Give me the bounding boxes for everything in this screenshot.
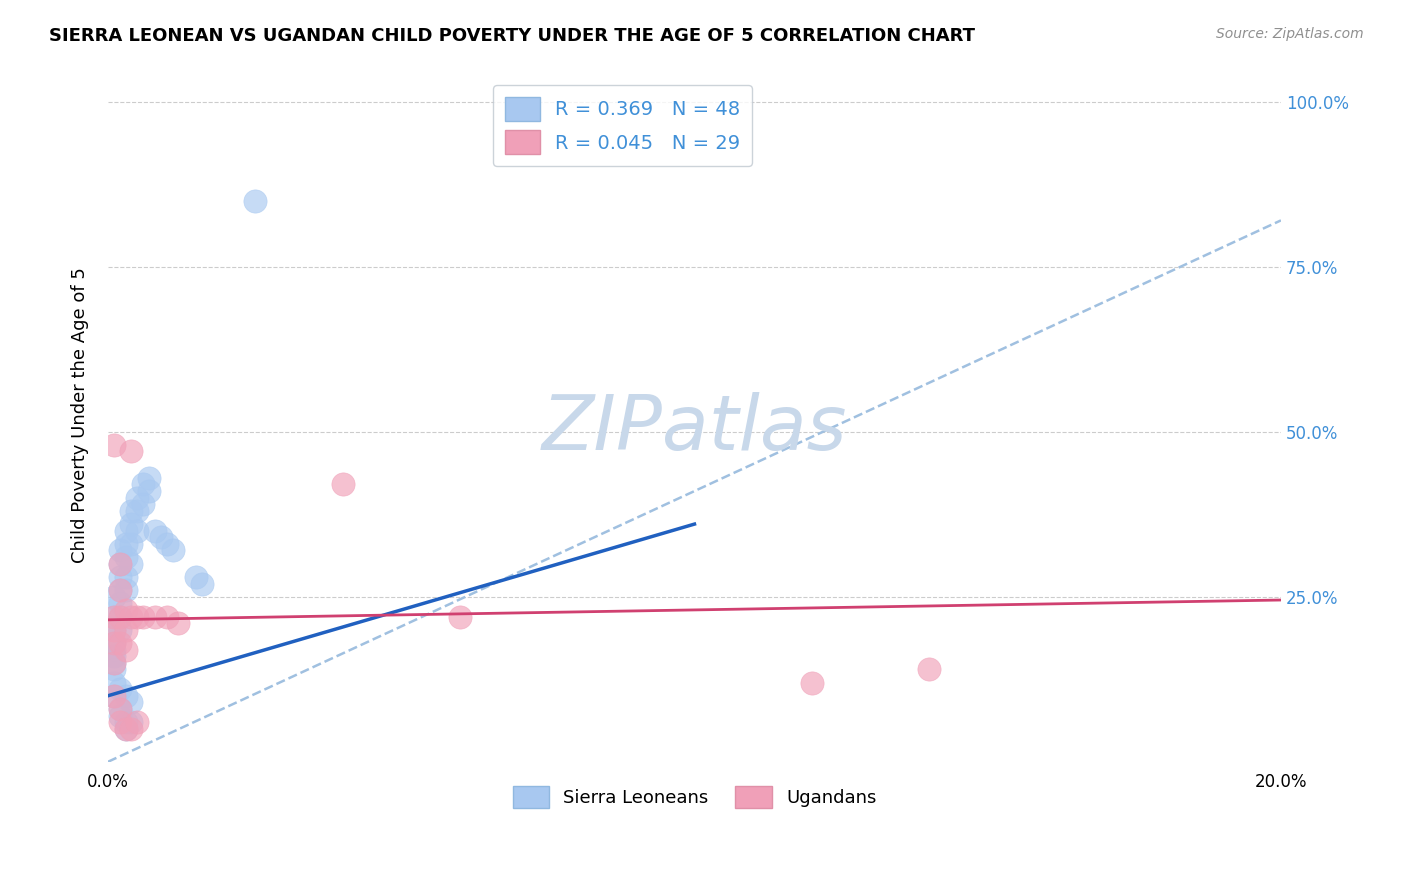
Point bbox=[449, 609, 471, 624]
Text: SIERRA LEONEAN VS UGANDAN CHILD POVERTY UNDER THE AGE OF 5 CORRELATION CHART: SIERRA LEONEAN VS UGANDAN CHILD POVERTY … bbox=[49, 27, 976, 45]
Point bbox=[103, 689, 125, 703]
Point bbox=[108, 609, 131, 624]
Point bbox=[120, 444, 142, 458]
Point bbox=[103, 675, 125, 690]
Point bbox=[108, 583, 131, 598]
Point bbox=[108, 557, 131, 571]
Point bbox=[114, 715, 136, 730]
Point bbox=[243, 194, 266, 208]
Point bbox=[103, 623, 125, 637]
Point bbox=[103, 636, 125, 650]
Point bbox=[108, 636, 131, 650]
Legend: Sierra Leoneans, Ugandans: Sierra Leoneans, Ugandans bbox=[505, 779, 883, 815]
Point bbox=[120, 504, 142, 518]
Point bbox=[114, 524, 136, 538]
Point bbox=[103, 609, 125, 624]
Point bbox=[108, 596, 131, 610]
Point bbox=[156, 609, 179, 624]
Point bbox=[108, 715, 131, 730]
Point bbox=[138, 484, 160, 499]
Point bbox=[114, 583, 136, 598]
Point bbox=[143, 609, 166, 624]
Point bbox=[108, 623, 131, 637]
Point bbox=[103, 656, 125, 670]
Point bbox=[127, 609, 149, 624]
Point bbox=[114, 722, 136, 736]
Point bbox=[191, 576, 214, 591]
Point bbox=[120, 517, 142, 532]
Point bbox=[184, 570, 207, 584]
Point bbox=[108, 557, 131, 571]
Point bbox=[127, 715, 149, 730]
Point bbox=[132, 609, 155, 624]
Point bbox=[108, 543, 131, 558]
Point bbox=[103, 642, 125, 657]
Point bbox=[108, 708, 131, 723]
Y-axis label: Child Poverty Under the Age of 5: Child Poverty Under the Age of 5 bbox=[72, 268, 89, 563]
Point bbox=[103, 649, 125, 664]
Point bbox=[103, 590, 125, 604]
Text: Source: ZipAtlas.com: Source: ZipAtlas.com bbox=[1216, 27, 1364, 41]
Point bbox=[114, 623, 136, 637]
Point bbox=[114, 642, 136, 657]
Point bbox=[800, 675, 823, 690]
Point bbox=[103, 662, 125, 676]
Point bbox=[114, 537, 136, 551]
Point bbox=[108, 570, 131, 584]
Point bbox=[108, 702, 131, 716]
Point bbox=[132, 477, 155, 491]
Point bbox=[108, 609, 131, 624]
Point bbox=[167, 616, 190, 631]
Point bbox=[108, 583, 131, 598]
Point bbox=[108, 702, 131, 716]
Point bbox=[108, 682, 131, 697]
Point bbox=[149, 530, 172, 544]
Text: ZIPatlas: ZIPatlas bbox=[541, 392, 848, 466]
Point bbox=[103, 689, 125, 703]
Point bbox=[127, 524, 149, 538]
Point bbox=[138, 471, 160, 485]
Point bbox=[332, 477, 354, 491]
Point bbox=[114, 722, 136, 736]
Point bbox=[114, 550, 136, 565]
Point bbox=[918, 662, 941, 676]
Point bbox=[132, 497, 155, 511]
Point bbox=[127, 504, 149, 518]
Point bbox=[120, 557, 142, 571]
Point bbox=[143, 524, 166, 538]
Point bbox=[103, 656, 125, 670]
Point bbox=[120, 715, 142, 730]
Point bbox=[120, 537, 142, 551]
Point bbox=[120, 722, 142, 736]
Point bbox=[127, 491, 149, 505]
Point bbox=[156, 537, 179, 551]
Point bbox=[103, 623, 125, 637]
Point bbox=[103, 609, 125, 624]
Point bbox=[114, 603, 136, 617]
Point bbox=[120, 609, 142, 624]
Point bbox=[103, 636, 125, 650]
Point bbox=[103, 438, 125, 452]
Point bbox=[114, 689, 136, 703]
Point bbox=[162, 543, 184, 558]
Point bbox=[114, 570, 136, 584]
Point bbox=[120, 695, 142, 709]
